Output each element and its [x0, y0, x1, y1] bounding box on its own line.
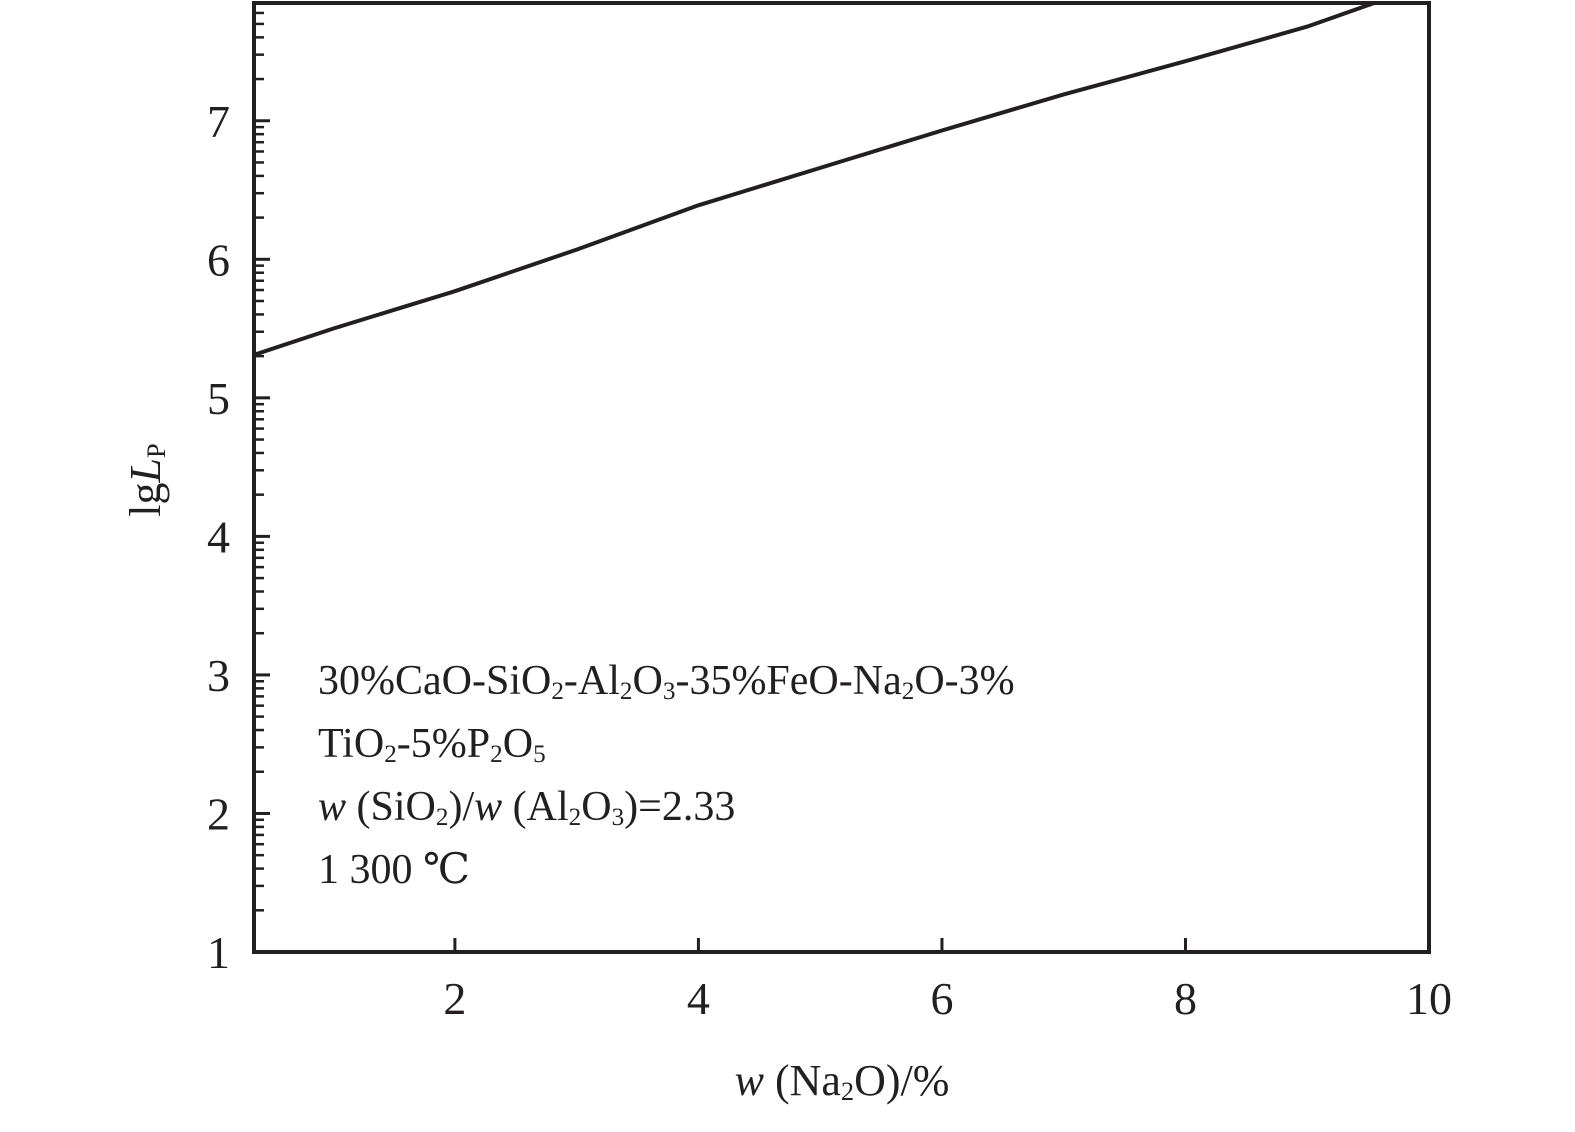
subscript: 2 — [384, 741, 397, 768]
text-segment: TiO — [318, 721, 384, 767]
text-segment: (SiO — [346, 784, 436, 830]
x-tick-label: 4 — [687, 973, 710, 1024]
y-tick-label: 2 — [207, 788, 230, 839]
subscript: 5 — [533, 741, 546, 768]
x-tick-label: 6 — [930, 973, 953, 1024]
subscript: 2 — [436, 804, 449, 831]
subscript: 2 — [569, 804, 582, 831]
y-tick-label: 4 — [207, 511, 230, 562]
text-segment: L — [121, 458, 170, 483]
text-segment: -5%P — [397, 721, 490, 767]
annotation-text: 30%CaO-SiO2-Al2O3-35%FeO-Na2O-3%TiO2-5%P… — [318, 658, 1015, 893]
text-segment: w — [735, 1056, 765, 1105]
subscript: P — [141, 443, 171, 458]
y-tick-label: 5 — [207, 373, 230, 424]
x-axis-label: w (Na2O)/% — [735, 1056, 950, 1106]
text-segment: O)/% — [854, 1056, 949, 1105]
subscript: 2 — [841, 1076, 854, 1106]
text-segment: (Na — [764, 1056, 841, 1105]
text-segment: )/ — [448, 784, 474, 830]
text-segment: )=2.33 — [624, 784, 735, 830]
y-tick-label: 1 — [207, 927, 230, 978]
text-segment: lg — [121, 482, 170, 516]
annotation-line: 30%CaO-SiO2-Al2O3-35%FeO-Na2O-3% — [318, 658, 1015, 705]
y-axis-label: lgLP — [121, 443, 171, 516]
text-segment: O — [503, 721, 533, 767]
text-segment: 30%CaO-SiO — [318, 658, 551, 704]
text-segment: -35%FeO-Na — [675, 658, 902, 704]
text-segment: 1 300 ℃ — [318, 847, 470, 893]
y-tick-label: 3 — [207, 650, 230, 701]
text-segment: (Al — [502, 784, 569, 830]
subscript: 3 — [663, 678, 676, 705]
plot-frame — [252, 1, 1431, 954]
text-segment: w — [318, 784, 346, 830]
text-segment: O — [633, 658, 663, 704]
x-tick-label: 8 — [1174, 973, 1197, 1024]
annotation-line: TiO2-5%P2O5 — [318, 721, 546, 768]
subscript: 2 — [902, 678, 915, 705]
annotation-line: 1 300 ℃ — [318, 847, 470, 893]
annotation-line: w (SiO2)/w (Al2O3)=2.33 — [318, 784, 735, 831]
text-segment: O — [581, 784, 611, 830]
x-tick-label: 2 — [443, 973, 466, 1024]
x-tick-label: 10 — [1406, 973, 1452, 1024]
series-line — [253, 1, 1375, 357]
text-segment: O-3% — [914, 658, 1014, 704]
text-segment: -Al — [564, 658, 620, 704]
subscript: 2 — [620, 678, 633, 705]
subscript: 3 — [612, 804, 625, 831]
y-tick-label: 7 — [207, 96, 230, 147]
subscript: 2 — [490, 741, 503, 768]
subscript: 2 — [551, 678, 564, 705]
y-tick-label: 6 — [207, 234, 230, 285]
text-segment: w — [474, 784, 502, 830]
